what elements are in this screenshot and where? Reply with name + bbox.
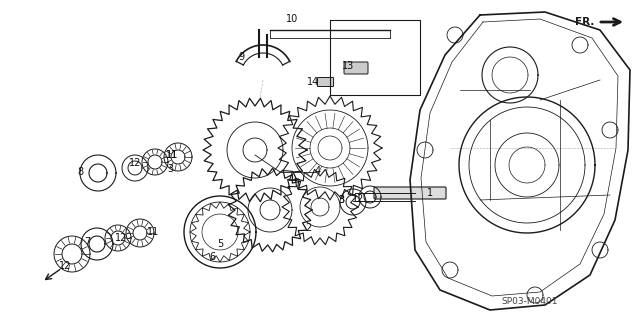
Text: 12: 12 (59, 261, 71, 271)
Text: 4: 4 (315, 166, 321, 176)
FancyBboxPatch shape (374, 187, 446, 199)
Text: 10: 10 (286, 14, 298, 24)
Text: 2: 2 (305, 223, 311, 233)
Text: 11: 11 (166, 150, 178, 160)
Text: 3: 3 (167, 164, 173, 174)
Text: 8: 8 (77, 167, 83, 177)
FancyBboxPatch shape (344, 62, 368, 74)
Text: 12: 12 (129, 158, 141, 168)
Text: SP03-M0401: SP03-M0401 (502, 298, 558, 307)
Text: 5: 5 (217, 239, 223, 249)
Text: 13: 13 (342, 61, 354, 71)
Text: 12: 12 (352, 194, 364, 204)
Text: 14: 14 (307, 77, 319, 87)
Text: FR.: FR. (575, 17, 594, 27)
Text: 12: 12 (115, 233, 127, 243)
FancyBboxPatch shape (317, 78, 333, 86)
Text: 3: 3 (338, 195, 344, 205)
Text: 6: 6 (209, 252, 215, 262)
Text: 7: 7 (84, 237, 90, 247)
Text: 9: 9 (238, 52, 244, 62)
Text: 1: 1 (427, 188, 433, 198)
Text: 3: 3 (338, 195, 344, 205)
Text: 11: 11 (166, 150, 178, 160)
Text: 11: 11 (147, 227, 159, 237)
